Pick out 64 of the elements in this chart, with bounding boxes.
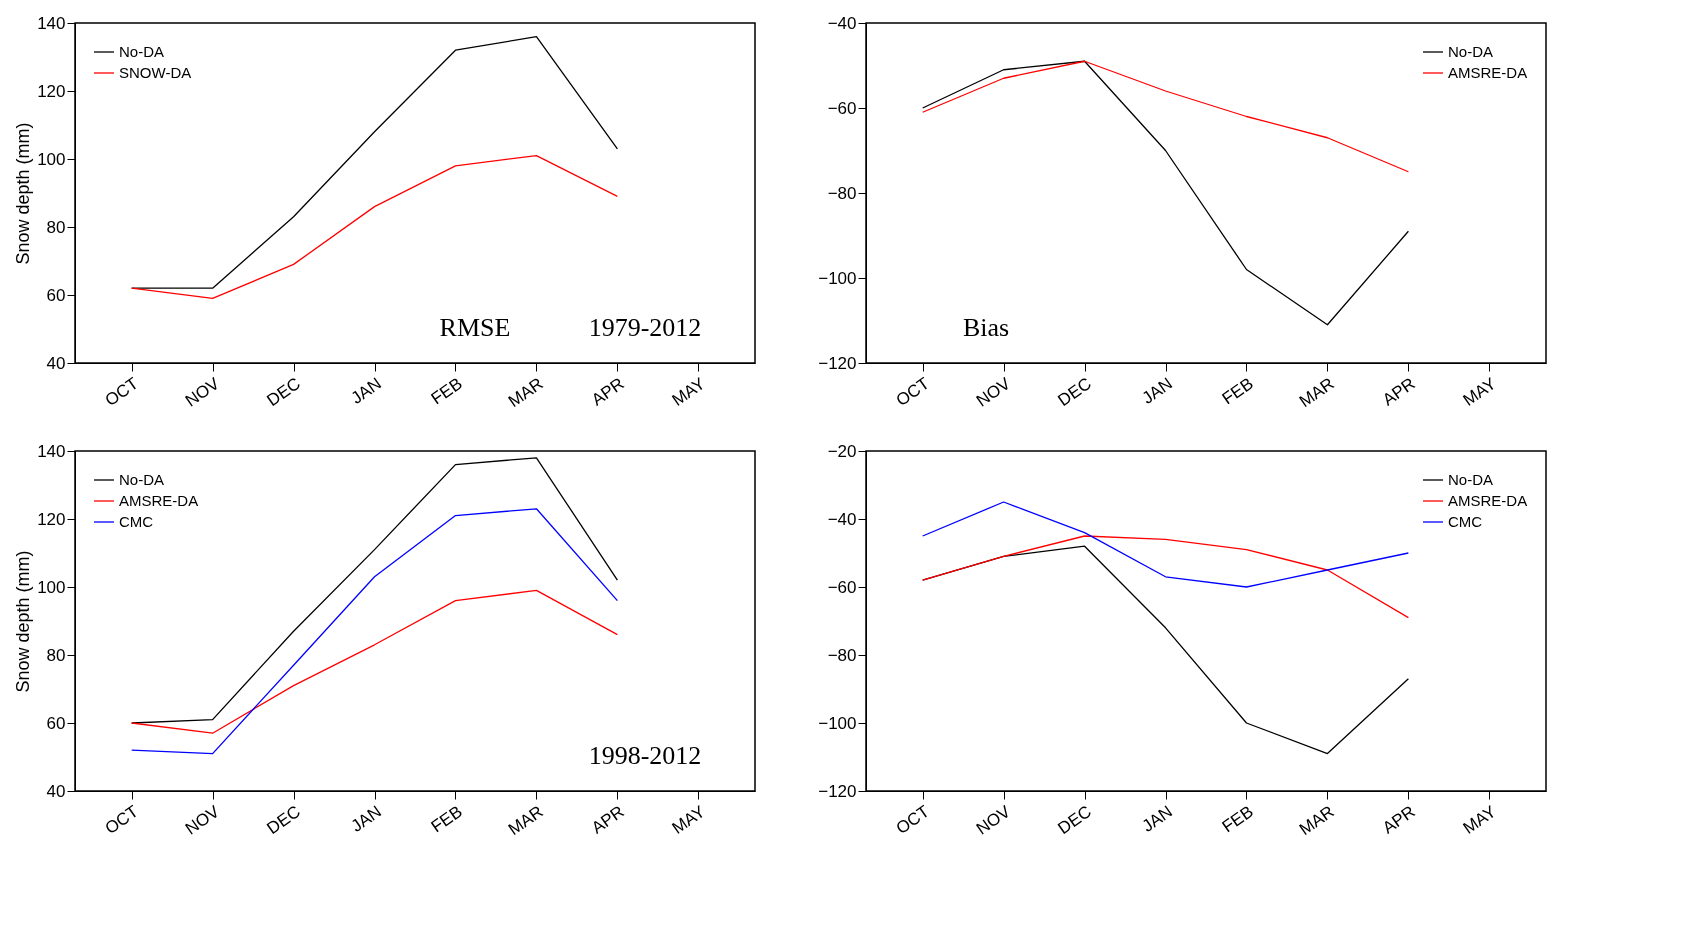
annotation: RMSE xyxy=(439,313,511,342)
annotation: 1998-2012 xyxy=(588,741,702,770)
x-tick-label: JAN xyxy=(347,801,385,836)
x-tick-label: OCT xyxy=(892,801,933,839)
x-tick-label: DEC xyxy=(263,373,304,411)
x-tick-label: FEB xyxy=(1218,373,1257,409)
y-tick-label: 120 xyxy=(37,509,66,529)
legend-label: SNOW-DA xyxy=(119,64,192,81)
line-series xyxy=(922,501,1410,588)
y-tick-label: −120 xyxy=(818,781,857,801)
y-tick-label: 60 xyxy=(46,713,66,733)
legend-label: AMSRE-DA xyxy=(1448,64,1528,81)
x-tick-label: JAN xyxy=(1138,373,1176,408)
x-tick-label: APR xyxy=(1379,373,1419,410)
y-tick-label: 40 xyxy=(46,353,66,373)
x-tick-label: DEC xyxy=(263,801,304,839)
y-tick-label: −60 xyxy=(827,577,857,597)
y-axis-title: Snow depth (mm) xyxy=(13,550,34,693)
legend-label: No-DA xyxy=(1448,471,1494,488)
x-tick-label: APR xyxy=(588,801,628,838)
x-tick-label: OCT xyxy=(892,373,933,411)
x-tick-label: APR xyxy=(588,373,628,410)
y-tick-label: −40 xyxy=(827,509,857,529)
y-tick-label: 100 xyxy=(37,149,66,169)
y-tick-label: 80 xyxy=(46,645,66,665)
legend-label: AMSRE-DA xyxy=(1448,492,1528,509)
y-tick-label: 120 xyxy=(37,81,66,101)
x-tick-label: OCT xyxy=(101,801,142,839)
legend-label: CMC xyxy=(1448,513,1483,530)
x-tick-label: FEB xyxy=(427,801,466,837)
x-tick-label: APR xyxy=(1379,801,1419,838)
legend-label: AMSRE-DA xyxy=(119,492,199,509)
y-tick-label: −60 xyxy=(827,98,857,118)
y-tick-label: −120 xyxy=(818,353,857,373)
y-tick-label: −80 xyxy=(827,183,857,203)
x-tick-label: JAN xyxy=(347,373,385,408)
annotation: 1979-2012 xyxy=(588,313,702,342)
line-series xyxy=(131,154,619,300)
annotation: Bias xyxy=(962,313,1010,342)
legend-label: No-DA xyxy=(1448,43,1494,60)
y-tick-label: 40 xyxy=(46,781,66,801)
y-tick-label: 140 xyxy=(37,441,66,461)
x-tick-label: FEB xyxy=(427,373,466,409)
legend-label: No-DA xyxy=(119,471,165,488)
line-series xyxy=(922,60,1410,173)
y-tick-label: −20 xyxy=(827,441,857,461)
y-tick-label: −100 xyxy=(818,713,857,733)
y-tick-label: 80 xyxy=(46,217,66,237)
legend-label: CMC xyxy=(119,513,154,530)
x-tick-label: DEC xyxy=(1054,373,1095,411)
y-axis-title: Snow depth (mm) xyxy=(13,122,34,265)
x-tick-label: FEB xyxy=(1218,801,1257,837)
x-tick-label: DEC xyxy=(1054,801,1095,839)
y-tick-label: −40 xyxy=(827,13,857,33)
line-series xyxy=(131,589,619,734)
x-tick-label: OCT xyxy=(101,373,142,411)
legend-label: No-DA xyxy=(119,43,165,60)
y-tick-label: 100 xyxy=(37,577,66,597)
y-tick-label: −80 xyxy=(827,645,857,665)
line-series xyxy=(922,535,1410,619)
y-tick-label: −100 xyxy=(818,268,857,288)
x-tick-label: JAN xyxy=(1138,801,1176,836)
y-tick-label: 60 xyxy=(46,285,66,305)
y-tick-label: 140 xyxy=(37,13,66,33)
